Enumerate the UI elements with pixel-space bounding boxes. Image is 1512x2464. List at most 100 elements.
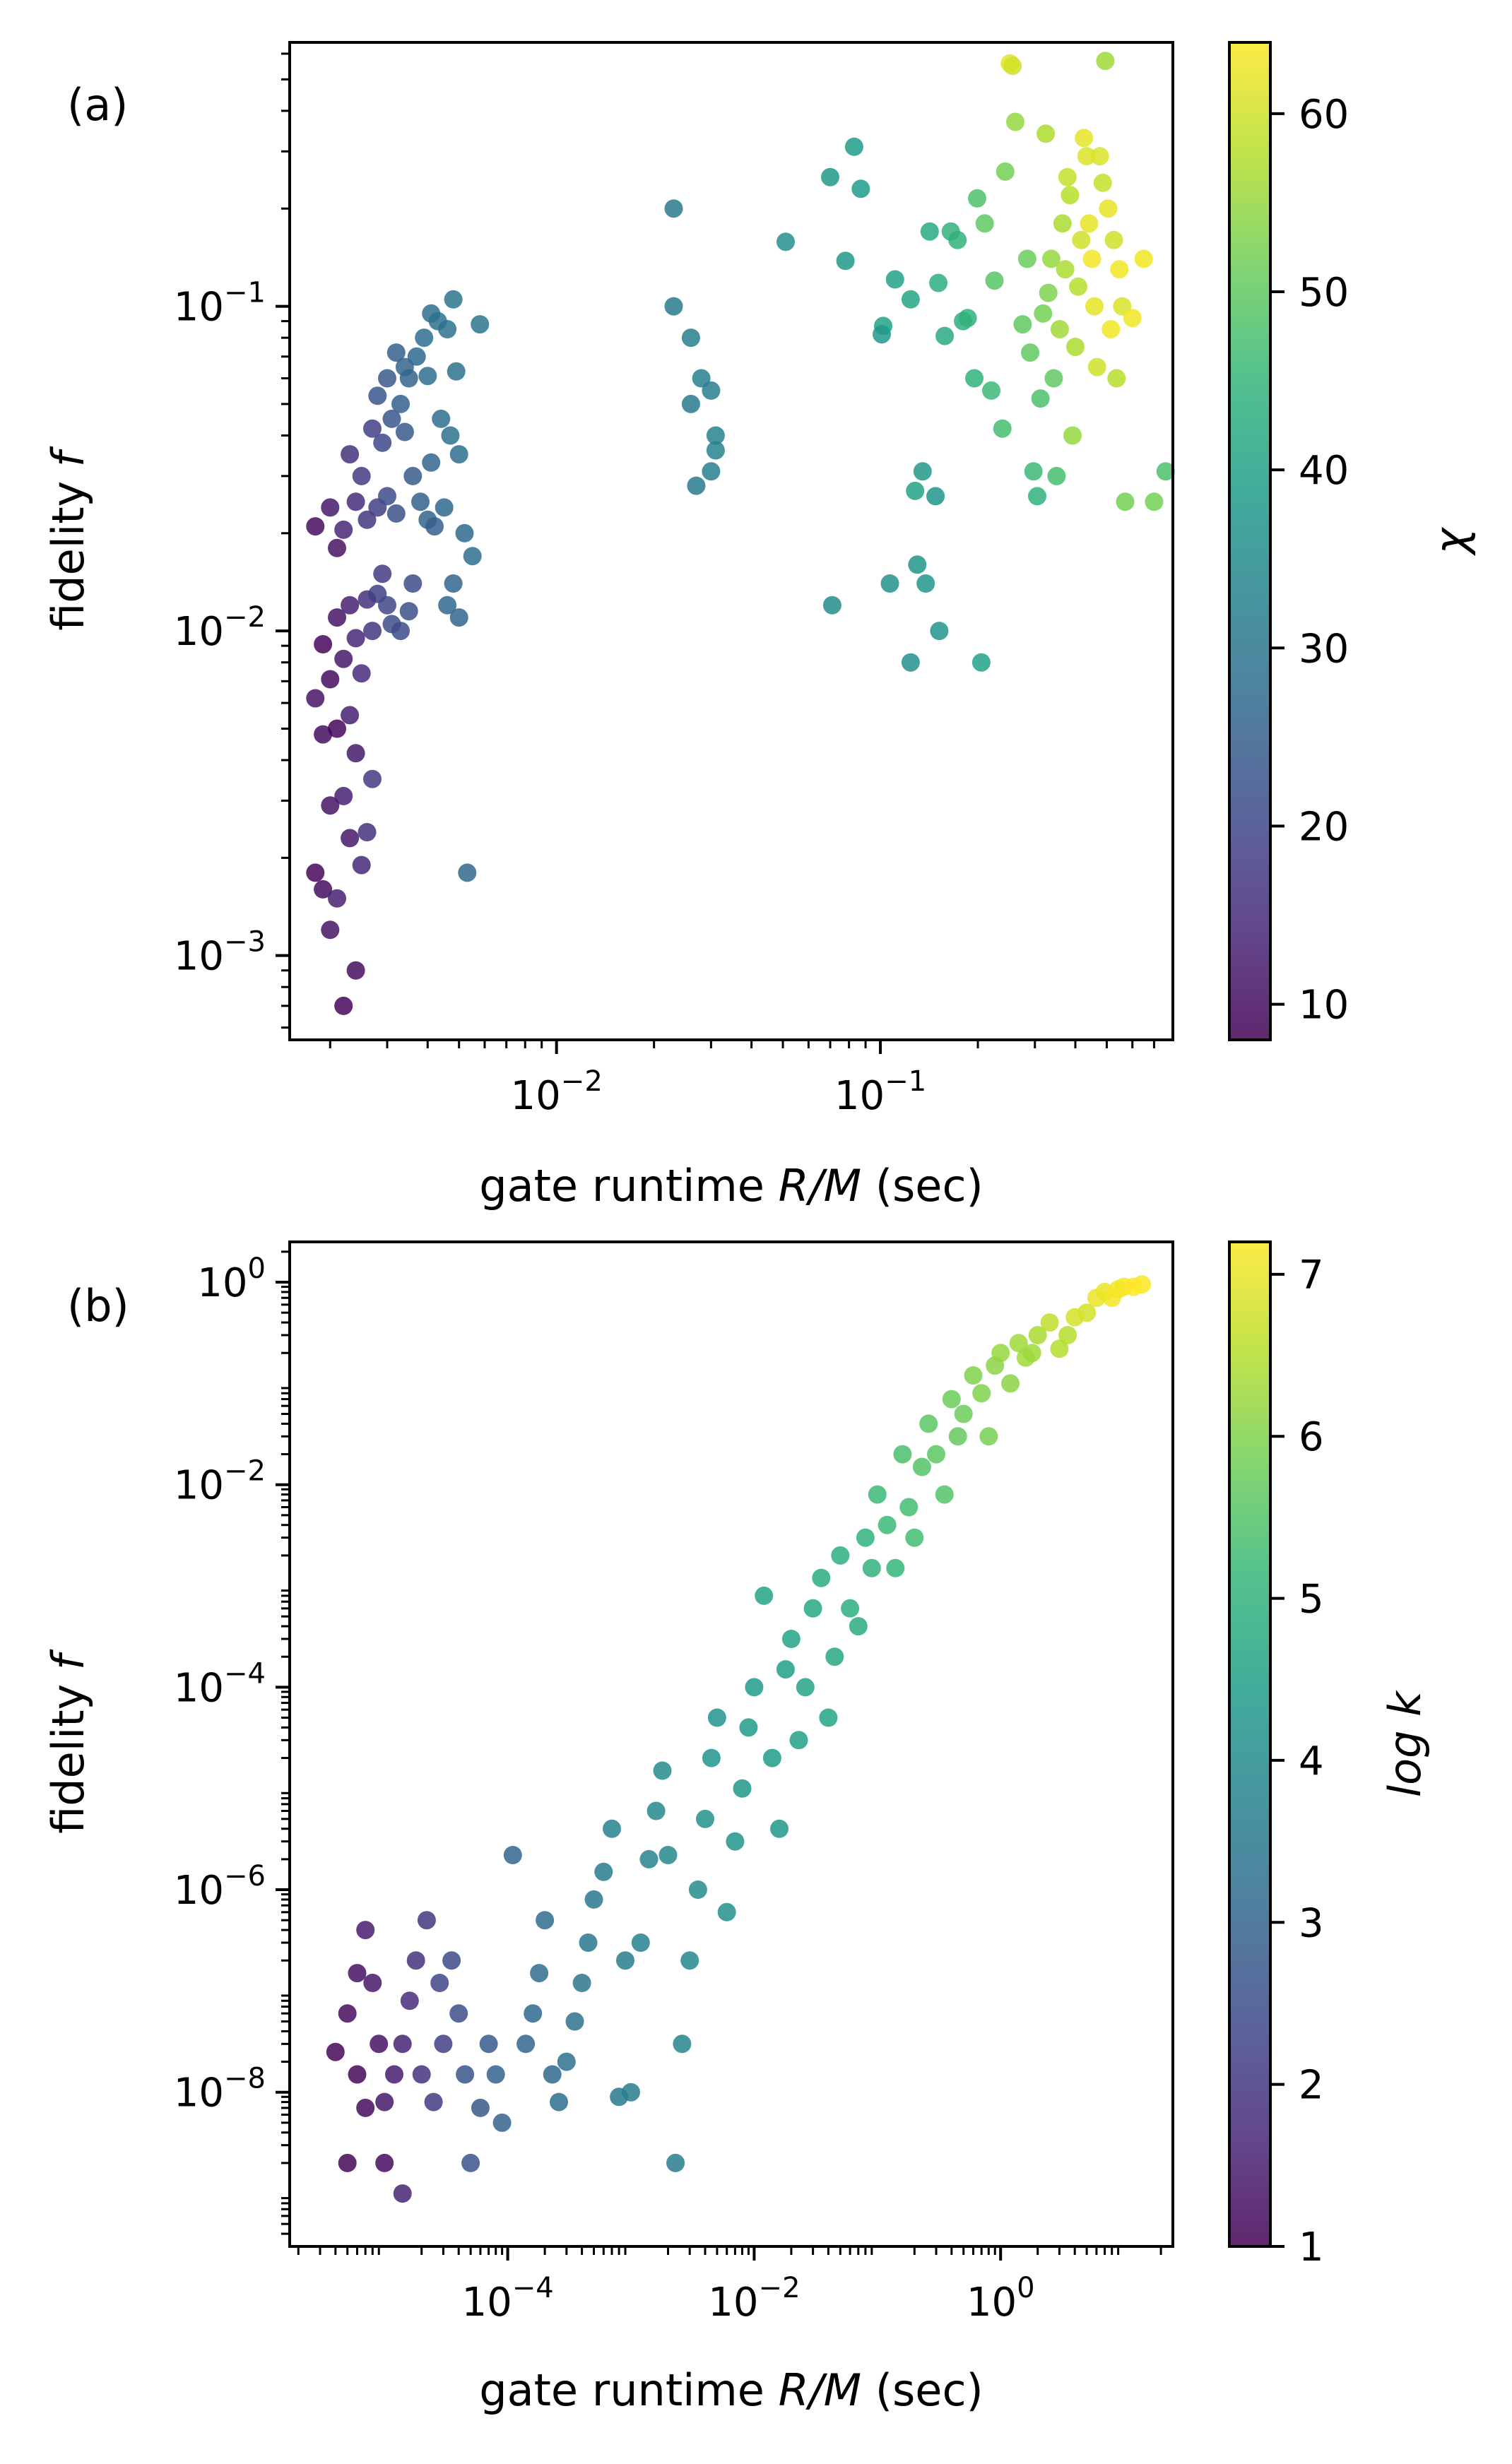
panel-a-point: [373, 433, 392, 452]
panel-b-point: [603, 1819, 621, 1838]
panel-a-xlabel-var: R/M: [779, 1160, 861, 1212]
colorbar-tick-label: 2: [1299, 2063, 1324, 2109]
panel-a-point: [415, 328, 434, 348]
panel-a-point: [885, 270, 904, 289]
panel-b-point: [673, 2034, 692, 2054]
panel-a-point: [776, 232, 795, 251]
panel-a-point: [706, 441, 725, 460]
x-tick-exp: −2: [561, 1065, 603, 1098]
y-tick-base: 10: [174, 285, 224, 331]
panel-b-point: [417, 1911, 436, 1930]
panel-a-points: [306, 52, 1175, 1015]
panel-a-point: [982, 381, 1000, 400]
panel-a-point: [418, 367, 437, 386]
panel-a-point: [930, 622, 949, 641]
panel-a-point: [438, 596, 457, 615]
panel-a-point: [1075, 129, 1094, 148]
panel-b-point: [919, 1414, 938, 1433]
panel-a-point: [363, 769, 382, 788]
panel-a-point: [1013, 315, 1032, 334]
panel-b-point: [1133, 1275, 1152, 1294]
panel-a-point: [908, 555, 927, 574]
panel-b-point: [543, 2065, 562, 2084]
panel-b-point: [688, 1880, 707, 1899]
panel-a-point: [314, 879, 333, 899]
panel-a-point: [1134, 249, 1153, 268]
panel-b-colorbar-gradient: [1228, 1240, 1272, 2248]
y-tick-base: 10: [174, 934, 224, 980]
x-tick-base: 10: [967, 2280, 1017, 2326]
panel-b-point: [948, 1427, 967, 1446]
panel-b-point: [393, 2034, 412, 2054]
panel-b-point: [456, 2065, 475, 2084]
y-tick-base: 10: [197, 1260, 247, 1306]
panel-a-point: [1087, 357, 1106, 377]
panel-a-point: [378, 369, 396, 388]
panel-a-point: [399, 602, 418, 621]
y-tick-label: 10−3: [174, 926, 266, 980]
panel-b-ylabel-prefix: fidelity: [42, 1670, 94, 1834]
panel-a-point: [444, 574, 463, 593]
panel-b-point: [375, 2092, 394, 2111]
panel-b-point: [762, 1748, 781, 1767]
panel-a-point: [1093, 173, 1112, 192]
panel-a-point: [880, 574, 899, 593]
y-tick-exp: −6: [224, 1860, 266, 1893]
panel-a-point: [341, 445, 360, 464]
panel-b-point: [393, 2184, 412, 2203]
panel-a-point: [1096, 52, 1115, 71]
panel-a-point: [403, 466, 423, 485]
x-tick-label: 10−1: [834, 1065, 926, 1119]
panel-b-point: [503, 1846, 522, 1864]
panel-a-point: [929, 273, 948, 292]
panel-b-point: [849, 1617, 868, 1636]
panel-a-point: [968, 189, 986, 208]
panel-a-point: [1080, 214, 1099, 233]
panel-a-point: [821, 167, 839, 186]
panel-a-point: [836, 251, 855, 271]
x-tick-label: 10−2: [511, 1065, 603, 1119]
x-tick-base: 10: [511, 1073, 561, 1119]
panel-a-point: [1053, 214, 1072, 233]
panel-a-point: [306, 863, 325, 882]
panel-a-colorbar-label: χ: [1425, 526, 1477, 556]
panel-a-point: [341, 706, 360, 725]
colorbar-tick-label: 30: [1299, 626, 1349, 672]
panel-a-point: [1047, 466, 1066, 485]
panel-a-point: [913, 462, 932, 481]
panel-b-axes-frame: [288, 1240, 1174, 2248]
panel-a-point: [1107, 369, 1126, 388]
x-tick-label: 10−4: [461, 2272, 553, 2326]
panel-a-ylabel-var: f: [42, 446, 94, 467]
y-tick-exp: −4: [224, 1657, 266, 1690]
panel-b-point: [991, 1344, 1010, 1363]
panel-a-point: [328, 608, 346, 627]
panel-a-point: [1058, 167, 1077, 186]
panel-b-point: [1050, 1339, 1069, 1358]
colorbar-tick-label: 5: [1299, 1577, 1324, 1623]
panel-a-point: [1145, 492, 1164, 511]
colorbar-tick-label: 20: [1299, 804, 1349, 850]
panel-a-point: [1099, 199, 1118, 218]
x-tick-exp: −4: [512, 2272, 554, 2304]
panel-b-point: [893, 1445, 912, 1464]
panel-b-point: [733, 1779, 752, 1798]
panel-a-xlabel-prefix: gate runtime: [479, 1160, 778, 1212]
panel-a-point: [1116, 492, 1135, 511]
panel-b-point: [702, 1748, 721, 1767]
y-tick-label: 10−6: [174, 1860, 266, 1914]
y-tick-base: 10: [174, 1868, 224, 1914]
panel-a-point: [996, 162, 1015, 181]
panel-b-colorbar-label: log k: [1379, 1690, 1431, 1797]
panel-b-point: [430, 1974, 449, 1992]
panel-b-ylabel-var: f: [42, 1649, 94, 1670]
panel-a-xlabel-suffix: (sec): [861, 1160, 984, 1212]
panel-a-colorbar: 10 20 30 40 50 60 χ: [1228, 41, 1477, 1041]
y-tick-base: 10: [174, 1463, 224, 1509]
y-tick-label: 100: [197, 1252, 266, 1306]
panel-a-point: [1017, 249, 1036, 268]
panel-b-point: [726, 1832, 745, 1851]
panel-a-point: [706, 426, 725, 445]
panel-b-point: [536, 1911, 555, 1930]
